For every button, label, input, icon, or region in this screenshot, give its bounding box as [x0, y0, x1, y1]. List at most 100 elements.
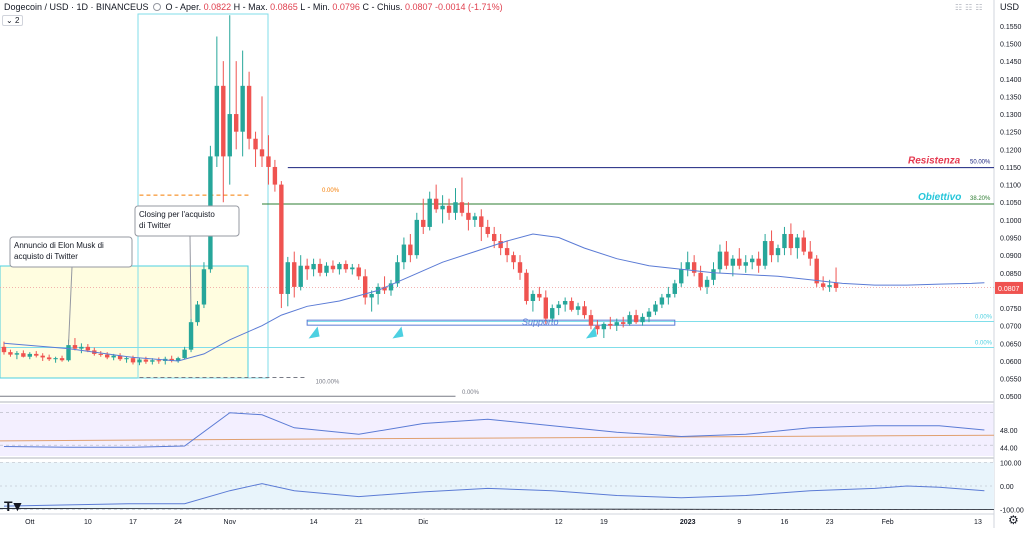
- candle[interactable]: [498, 233, 503, 256]
- candle-body[interactable]: [440, 205, 445, 210]
- candle-body[interactable]: [182, 349, 187, 359]
- candle[interactable]: [117, 353, 123, 361]
- candle[interactable]: [601, 322, 607, 339]
- candle[interactable]: [575, 302, 581, 316]
- candle[interactable]: [627, 311, 632, 326]
- candle-body[interactable]: [608, 323, 613, 326]
- candle-body[interactable]: [433, 198, 439, 210]
- candle[interactable]: [646, 308, 652, 323]
- candle-body[interactable]: [524, 272, 529, 301]
- candle-body[interactable]: [1, 346, 7, 353]
- candle[interactable]: [537, 286, 542, 301]
- candle[interactable]: [240, 50, 245, 157]
- candle-body[interactable]: [72, 345, 78, 349]
- settings-gear-icon[interactable]: ⚙: [1008, 513, 1019, 527]
- candle-body[interactable]: [750, 258, 755, 263]
- candle[interactable]: [279, 181, 284, 309]
- candle[interactable]: [388, 279, 394, 296]
- candle[interactable]: [588, 309, 594, 330]
- candle[interactable]: [79, 343, 84, 354]
- candle[interactable]: [214, 36, 220, 167]
- candle-body[interactable]: [350, 267, 355, 270]
- candle-body[interactable]: [14, 353, 20, 355]
- candle[interactable]: [614, 318, 619, 331]
- candle-body[interactable]: [421, 219, 426, 227]
- candle-body[interactable]: [105, 354, 110, 358]
- candle-body[interactable]: [511, 255, 516, 263]
- currency-selector[interactable]: USD: [1000, 2, 1020, 12]
- candle-body[interactable]: [414, 219, 419, 256]
- candle[interactable]: [285, 256, 290, 307]
- candle-body[interactable]: [833, 282, 839, 288]
- candle[interactable]: [511, 251, 516, 270]
- candle-body[interactable]: [685, 262, 690, 270]
- candle[interactable]: [337, 262, 342, 275]
- candle[interactable]: [659, 293, 665, 309]
- candle[interactable]: [569, 297, 574, 312]
- candle[interactable]: [769, 230, 774, 263]
- candle[interactable]: [808, 241, 813, 266]
- candle-body[interactable]: [59, 358, 65, 361]
- candle[interactable]: [350, 263, 355, 275]
- candle[interactable]: [169, 355, 174, 363]
- candle-body[interactable]: [743, 262, 748, 266]
- candle-body[interactable]: [717, 251, 723, 270]
- candle[interactable]: [672, 279, 677, 298]
- candle-body[interactable]: [175, 358, 181, 361]
- candle-body[interactable]: [137, 359, 142, 363]
- candle[interactable]: [259, 96, 265, 167]
- candle-body[interactable]: [369, 293, 374, 298]
- candle[interactable]: [691, 255, 697, 277]
- candle-body[interactable]: [485, 226, 490, 234]
- candle[interactable]: [730, 255, 736, 277]
- candle-body[interactable]: [143, 359, 149, 362]
- candle[interactable]: [188, 318, 194, 353]
- candle[interactable]: [98, 351, 103, 357]
- candle-body[interactable]: [550, 308, 555, 319]
- candle-body[interactable]: [156, 360, 161, 362]
- candle[interactable]: [363, 269, 368, 305]
- closing-callout-box[interactable]: [134, 205, 240, 237]
- candle-body[interactable]: [8, 352, 13, 355]
- candle-body[interactable]: [530, 293, 536, 301]
- candle-body[interactable]: [704, 279, 710, 287]
- candle-body[interactable]: [537, 293, 542, 298]
- candle[interactable]: [272, 159, 278, 192]
- candle[interactable]: [459, 177, 465, 217]
- candle[interactable]: [8, 349, 13, 357]
- candle-body[interactable]: [317, 263, 323, 273]
- candle-body[interactable]: [543, 297, 548, 319]
- candle[interactable]: [227, 15, 232, 185]
- candle-body[interactable]: [698, 272, 703, 287]
- candle-body[interactable]: [633, 315, 639, 323]
- candle-body[interactable]: [227, 114, 232, 157]
- candle-body[interactable]: [98, 353, 103, 355]
- annotations-layer[interactable]: Resistenza Obiettivo Supporto Annuncio di E…: [9, 156, 961, 346]
- candle[interactable]: [175, 356, 181, 363]
- candle[interactable]: [34, 351, 39, 358]
- candle-body[interactable]: [569, 301, 574, 310]
- candle-body[interactable]: [311, 263, 316, 270]
- candle-body[interactable]: [795, 237, 800, 249]
- candle[interactable]: [72, 338, 78, 351]
- candle[interactable]: [724, 241, 729, 270]
- candle-body[interactable]: [827, 285, 832, 287]
- candle[interactable]: [582, 301, 587, 319]
- candle[interactable]: [756, 251, 761, 273]
- candle[interactable]: [479, 209, 484, 242]
- candle[interactable]: [382, 276, 387, 294]
- candle-body[interactable]: [756, 258, 761, 266]
- candle-body[interactable]: [653, 304, 658, 312]
- time-axis[interactable]: Ott 10 17 24 Nov 14 21 Dic 12 19 2023 9 16 23 Feb 13: [25, 519, 982, 526]
- candle-body[interactable]: [820, 283, 826, 287]
- candle[interactable]: [330, 260, 336, 273]
- candle-body[interactable]: [459, 202, 465, 213]
- candle[interactable]: [550, 304, 555, 323]
- candle-body[interactable]: [201, 269, 207, 305]
- candle[interactable]: [40, 353, 45, 361]
- candle[interactable]: [795, 233, 800, 259]
- candle[interactable]: [640, 313, 645, 326]
- candle[interactable]: [633, 309, 639, 324]
- candle-body[interactable]: [408, 244, 413, 256]
- candle-body[interactable]: [640, 316, 645, 323]
